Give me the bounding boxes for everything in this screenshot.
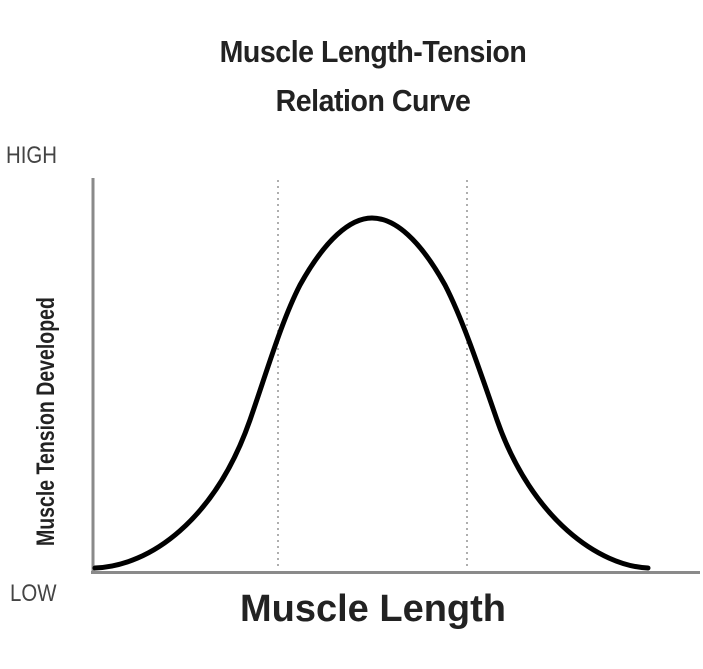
y-tick-low: LOW — [10, 580, 57, 607]
y-tick-high: HIGH — [6, 142, 57, 169]
chart-title-line-1: Muscle Length-Tension — [219, 34, 527, 69]
tension-curve — [92, 215, 651, 571]
x-axis-label: Muscle Length — [239, 588, 507, 630]
chart-title-line-2: Relation Curve — [275, 83, 471, 118]
